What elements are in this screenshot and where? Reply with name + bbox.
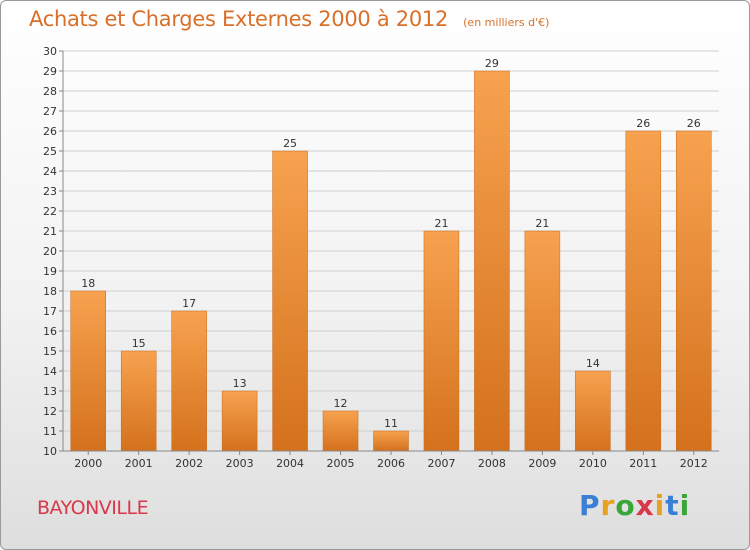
bar [221, 390, 258, 452]
x-tick-label: 2002 [175, 457, 203, 470]
chart-unit: (en milliers d'€) [463, 16, 550, 29]
logo-letter: x [635, 489, 655, 522]
bar [373, 430, 409, 452]
bar-value-label: 26 [687, 117, 701, 130]
bar-value-label: 21 [535, 217, 549, 230]
y-tick-label: 26 [43, 125, 57, 138]
logo-letter: t [665, 489, 680, 522]
axes: 10 11 12 13 14 15 16 17 18 19 20 21 22 23 24 25 26 27 28 29… [43, 45, 719, 470]
y-tick-label: 14 [43, 365, 57, 378]
y-tick-label: 24 [43, 165, 57, 178]
chart-header: Achats et Charges Externes 2000 à 2012 (… [29, 7, 549, 31]
bar-value-label: 21 [434, 217, 448, 230]
bar [322, 410, 359, 452]
x-tick-label: 2003 [226, 457, 254, 470]
bar [70, 290, 106, 452]
bars: 18 15 17 13 25 12 11 21 29 21 14 26 26 [70, 57, 712, 452]
x-tick-label: 2000 [74, 457, 102, 470]
chart-title: Achats et Charges Externes 2000 à 2012 [29, 7, 449, 31]
grid-lines [63, 50, 719, 452]
bar-value-label: 18 [81, 277, 95, 290]
bar-value-label: 25 [283, 137, 297, 150]
bar [120, 350, 157, 452]
logo-letter: i [679, 489, 691, 522]
y-tick-label: 30 [43, 45, 57, 58]
x-tick-label: 2009 [528, 457, 556, 470]
bar [524, 230, 561, 452]
y-tick-label: 22 [43, 205, 57, 218]
bar [171, 310, 207, 452]
x-tick-label: 2012 [680, 457, 708, 470]
bar-value-label: 14 [586, 357, 600, 370]
y-tick-label: 15 [43, 345, 57, 358]
bar-value-label: 12 [334, 397, 348, 410]
y-tick-label: 29 [43, 65, 57, 78]
y-tick-label: 21 [43, 225, 57, 238]
y-tick-label: 10 [43, 445, 57, 458]
x-tick-label: 2011 [629, 457, 657, 470]
bar-value-label: 29 [485, 57, 499, 70]
bar-value-label: 11 [384, 417, 398, 430]
bar-value-label: 15 [132, 337, 146, 350]
x-tick-label: 2006 [377, 457, 405, 470]
y-tick-label: 28 [43, 85, 57, 98]
x-tick-label: 2004 [276, 457, 304, 470]
y-tick-label: 27 [43, 105, 57, 118]
y-tick-label: 13 [43, 385, 57, 398]
bar-value-label: 26 [636, 117, 650, 130]
bar [272, 150, 308, 452]
bar [423, 230, 460, 452]
bar-value-label: 17 [182, 297, 196, 310]
logo-letter: i [654, 489, 666, 522]
x-tick-label: 2010 [579, 457, 607, 470]
x-tick-label: 2005 [327, 457, 355, 470]
x-tick-label: 2008 [478, 457, 506, 470]
bar-value-label: 13 [233, 377, 247, 390]
y-tick-label: 18 [43, 285, 57, 298]
y-tick-label: 12 [43, 405, 57, 418]
y-tick-label: 19 [43, 265, 57, 278]
y-tick-label: 20 [43, 245, 57, 258]
x-tick-label: 2001 [125, 457, 153, 470]
x-tick-label: 2007 [427, 457, 455, 470]
bar [474, 70, 510, 452]
logo-letter: P [579, 489, 601, 522]
bar [575, 370, 611, 452]
y-tick-label: 25 [43, 145, 57, 158]
y-tick-label: 17 [43, 305, 57, 318]
y-tick-label: 11 [43, 425, 57, 438]
logo-letter: r [600, 489, 616, 522]
proxiti-logo: Proxiti [579, 489, 690, 522]
bar [625, 130, 662, 452]
y-tick-label: 23 [43, 185, 57, 198]
logo-letter: o [615, 489, 636, 522]
y-tick-label: 16 [43, 325, 57, 338]
bar [676, 130, 712, 452]
commune-name: BAYONVILLE [37, 497, 149, 519]
